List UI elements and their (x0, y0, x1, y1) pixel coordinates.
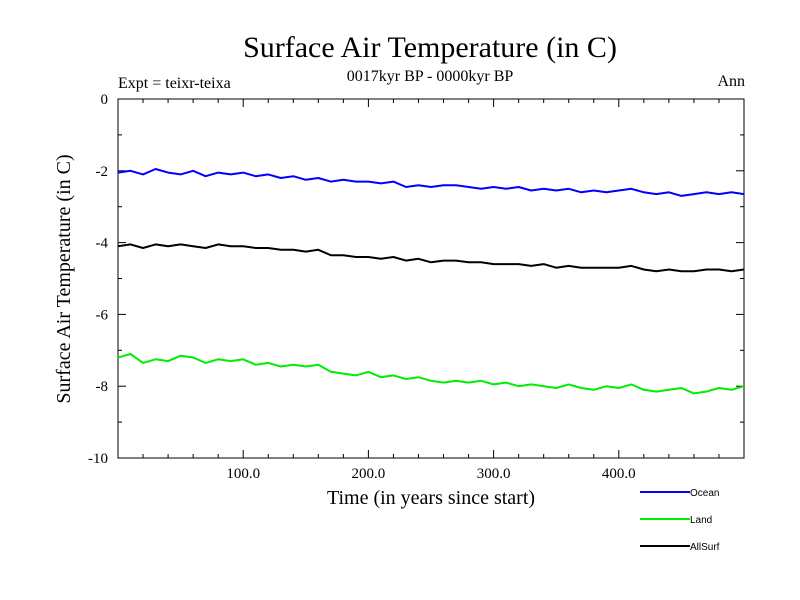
y-tick-label: -4 (96, 236, 109, 252)
season-annotation: Ann (717, 73, 745, 90)
chart-subtitle: 0017kyr BP - 0000kyr BP (347, 68, 514, 85)
y-axis-label: Surface Air Temperature (in C) (53, 154, 75, 403)
y-tick-label: 0 (101, 92, 109, 108)
y-tick-label: -6 (96, 307, 109, 323)
legend-label: Land (690, 515, 712, 526)
y-tick-label: -2 (96, 164, 109, 180)
y-tick-label: -8 (96, 379, 109, 395)
legend-label: AllSurf (690, 542, 720, 553)
legend-item-ocean: Ocean (640, 488, 719, 499)
plot-area (117, 168, 745, 395)
experiment-annotation: Expt = teixr-teixa (118, 75, 231, 92)
y-axis: 0 -2 -4 -6 -8 -10 (88, 92, 744, 467)
x-tick-label: 200.0 (352, 466, 386, 482)
series-line-land (117, 352, 745, 395)
series-line-allsurf (117, 243, 745, 273)
x-tick-label: 400.0 (602, 466, 636, 482)
y-tick-label: -10 (88, 451, 108, 467)
legend-item-allsurf: AllSurf (640, 542, 720, 553)
legend-label: Ocean (690, 488, 719, 499)
x-tick-label: 300.0 (477, 466, 511, 482)
legend-item-land: Land (640, 515, 712, 526)
x-axis-label: Time (in years since start) (327, 487, 535, 509)
plot-frame (117, 98, 745, 459)
legend: Ocean Land AllSurf (640, 488, 720, 553)
x-axis: 100.0 200.0 300.0 400.0 (142, 99, 720, 482)
series-line-ocean (117, 168, 745, 197)
x-tick-label: 100.0 (226, 466, 260, 482)
chart-title: Surface Air Temperature (in C) (243, 31, 617, 64)
